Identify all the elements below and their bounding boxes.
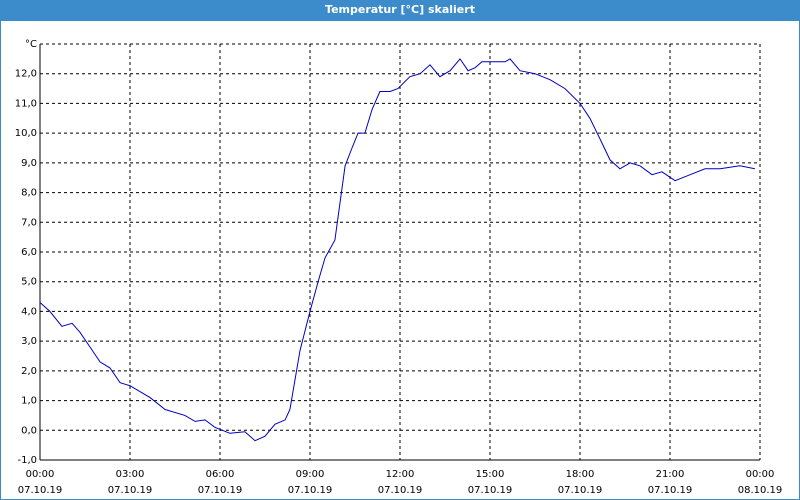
x-tick-label: 09:00 [296, 469, 325, 480]
y-tick-label: 1,0 [21, 396, 37, 407]
y-tick-label: 8,0 [21, 188, 37, 199]
y-tick-label: 5,0 [21, 277, 37, 288]
x-tick-label: 12:00 [386, 469, 415, 480]
x-tick-date: 07.10.19 [558, 485, 603, 496]
x-tick-date: 07.10.19 [468, 485, 513, 496]
x-tick-label: 18:00 [566, 469, 595, 480]
x-tick-date: 07.10.19 [198, 485, 243, 496]
x-tick-label: 21:00 [656, 469, 685, 480]
x-tick-label: 00:00 [746, 469, 775, 480]
x-tick-date: 08.10.19 [738, 485, 783, 496]
y-tick-label: 2,0 [21, 366, 37, 377]
x-tick-label: 15:00 [476, 469, 505, 480]
x-tick-label: 03:00 [116, 469, 145, 480]
x-tick-date: 07.10.19 [18, 485, 63, 496]
y-tick-label: °C [25, 39, 37, 50]
x-tick-date: 07.10.19 [648, 485, 693, 496]
x-tick-label: 00:00 [26, 469, 55, 480]
x-tick-date: 07.10.19 [108, 485, 153, 496]
title-bar [0, 0, 800, 20]
chart-title: Temperatur [°C] skaliert [325, 3, 475, 16]
data-line [39, 58, 755, 442]
y-tick-label: 0,0 [21, 425, 37, 436]
y-tick-label: 10,0 [15, 128, 37, 139]
x-tick-date: 07.10.19 [378, 485, 423, 496]
y-tick-label: 4,0 [21, 306, 37, 317]
y-tick-label: -1,0 [17, 455, 37, 466]
y-tick-label: 3,0 [21, 336, 37, 347]
y-tick-label: 6,0 [21, 247, 37, 258]
y-tick-label: 12,0 [15, 69, 37, 80]
y-tick-label: 11,0 [15, 98, 37, 109]
x-tick-date: 07.10.19 [288, 485, 333, 496]
y-tick-label: 9,0 [21, 158, 37, 169]
y-tick-label: 7,0 [21, 217, 37, 228]
x-tick-label: 06:00 [206, 469, 235, 480]
